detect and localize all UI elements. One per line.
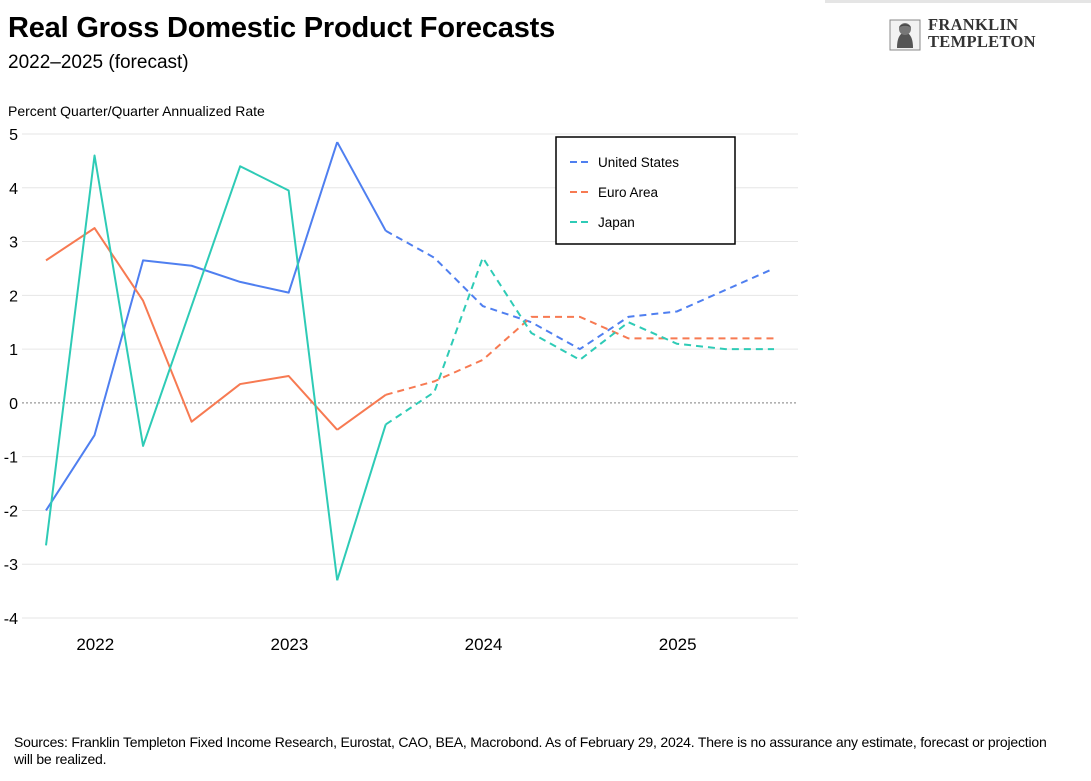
x-tick-label: 2024	[465, 635, 503, 654]
y-tick-label: -2	[4, 503, 18, 520]
series-forecast-line-japan	[385, 255, 774, 426]
y-tick-label: 4	[9, 181, 18, 198]
y-tick-label: -1	[4, 450, 18, 467]
top-border	[825, 0, 1091, 3]
x-axis-ticks: 2022 2023 2024 2025	[76, 635, 696, 654]
y-tick-label: 3	[9, 235, 18, 252]
x-tick-label: 2023	[270, 635, 308, 654]
logo-text-line2: TEMPLETON	[928, 32, 1036, 51]
y-tick-label: 1	[9, 342, 18, 359]
logo-text-line1: FRANKLIN	[928, 15, 1019, 34]
legend-label-japan: Japan	[598, 215, 635, 230]
y-tick-label: -4	[4, 611, 18, 628]
legend-label-euro_area: Euro Area	[598, 185, 659, 200]
x-tick-label: 2022	[76, 635, 114, 654]
y-tick-label: 5	[9, 127, 18, 144]
franklin-portrait-icon	[889, 19, 921, 51]
franklin-templeton-logo: FRANKLIN TEMPLETON	[888, 16, 1068, 56]
series-bridge-euro_area	[336, 394, 387, 431]
series-bridge-japan	[336, 424, 387, 581]
chart-title: Real Gross Domestic Product Forecasts	[8, 12, 556, 44]
series-forecast-line-euro_area	[385, 315, 774, 396]
legend: United States Euro Area Japan	[555, 136, 736, 245]
series-forecast-line-united_states	[385, 229, 775, 351]
y-tick-label: 2	[9, 288, 18, 305]
source-note: Sources: Franklin Templeton Fixed Income…	[14, 734, 1047, 767]
series-line-united_states	[45, 141, 339, 511]
y-axis-ticks: 5 4 3 2 1 0 -1 -2 -3 -4	[4, 127, 18, 628]
series-lines	[45, 141, 775, 581]
chart-subtitle: 2022–2025 (forecast)	[8, 52, 189, 73]
legend-box	[555, 136, 736, 245]
series-bridge-united_states	[336, 141, 387, 232]
y-tick-label: -3	[4, 557, 18, 574]
y-axis-title: Percent Quarter/Quarter Annualized Rate	[8, 103, 265, 119]
series-line-euro_area	[45, 227, 338, 431]
series-line-japan	[45, 154, 339, 581]
x-tick-label: 2025	[659, 635, 697, 654]
legend-label-united_states: United States	[598, 155, 679, 170]
y-tick-label: 0	[9, 396, 18, 413]
